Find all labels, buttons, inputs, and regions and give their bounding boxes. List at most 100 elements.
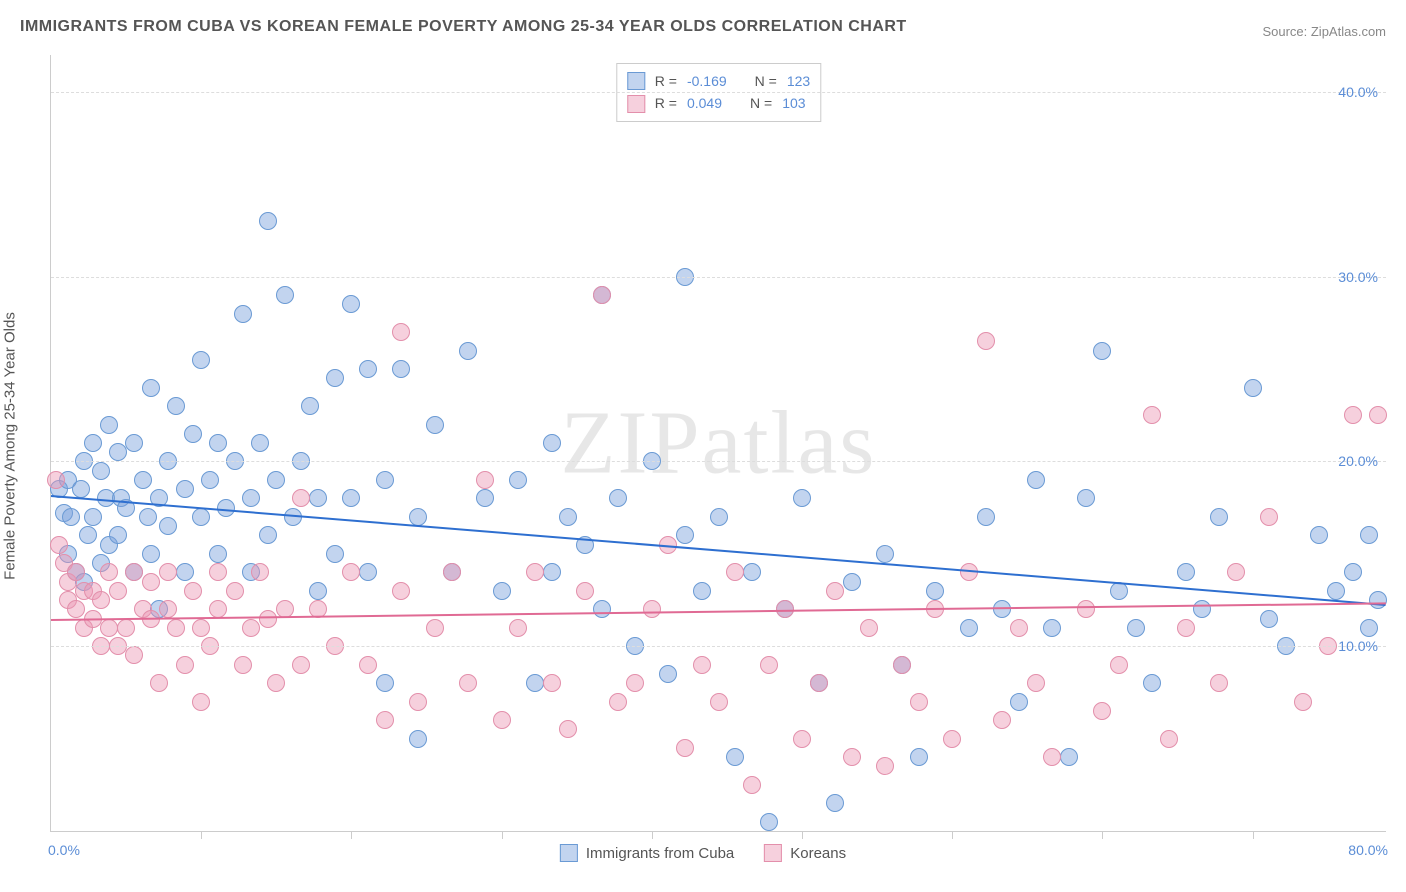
scatter-point-cuba (1010, 693, 1028, 711)
scatter-point-cuba (192, 508, 210, 526)
scatter-point-koreans (100, 563, 118, 581)
scatter-point-cuba (176, 480, 194, 498)
scatter-point-koreans (1369, 406, 1387, 424)
scatter-point-koreans (593, 286, 611, 304)
scatter-point-cuba (217, 499, 235, 517)
x-tick-mark (1102, 831, 1103, 839)
scatter-point-cuba (234, 305, 252, 323)
scatter-point-koreans (793, 730, 811, 748)
scatter-point-cuba (926, 582, 944, 600)
scatter-point-cuba (476, 489, 494, 507)
scatter-point-koreans (1227, 563, 1245, 581)
scatter-point-cuba (1360, 526, 1378, 544)
scatter-point-koreans (1294, 693, 1312, 711)
scatter-point-cuba (259, 526, 277, 544)
scatter-point-cuba (276, 286, 294, 304)
scatter-point-cuba (593, 600, 611, 618)
scatter-point-cuba (142, 545, 160, 563)
y-tick-label: 20.0% (1338, 453, 1378, 469)
scatter-point-koreans (150, 674, 168, 692)
scatter-point-cuba (242, 489, 260, 507)
scatter-point-koreans (509, 619, 527, 637)
scatter-point-cuba (693, 582, 711, 600)
scatter-point-koreans (159, 600, 177, 618)
scatter-point-cuba (876, 545, 894, 563)
scatter-point-cuba (84, 434, 102, 452)
scatter-point-cuba (1127, 619, 1145, 637)
scatter-point-cuba (793, 489, 811, 507)
x-tick-mark (1253, 831, 1254, 839)
scatter-point-cuba (125, 434, 143, 452)
scatter-point-koreans (117, 619, 135, 637)
scatter-point-koreans (543, 674, 561, 692)
scatter-point-koreans (676, 739, 694, 757)
scatter-point-koreans (47, 471, 65, 489)
scatter-point-koreans (1010, 619, 1028, 637)
x-tick-mark (802, 831, 803, 839)
gridline (51, 461, 1386, 462)
gridline (51, 92, 1386, 93)
chart-plot-area: ZIPatlas R = -0.169 N = 123 R = 0.049 N … (50, 55, 1386, 832)
scatter-point-cuba (426, 416, 444, 434)
scatter-point-koreans (1110, 656, 1128, 674)
scatter-point-cuba (376, 674, 394, 692)
scatter-point-cuba (309, 582, 327, 600)
scatter-point-cuba (493, 582, 511, 600)
scatter-point-koreans (1177, 619, 1195, 637)
scatter-point-cuba (1027, 471, 1045, 489)
scatter-point-cuba (1060, 748, 1078, 766)
scatter-point-cuba (543, 434, 561, 452)
scatter-point-koreans (476, 471, 494, 489)
scatter-point-cuba (960, 619, 978, 637)
y-axis-label: Female Poverty Among 25-34 Year Olds (2, 312, 19, 580)
scatter-point-koreans (626, 674, 644, 692)
scatter-point-cuba (710, 508, 728, 526)
scatter-point-cuba (209, 545, 227, 563)
trend-line-koreans (51, 602, 1386, 621)
scatter-point-cuba (760, 813, 778, 831)
scatter-point-koreans (943, 730, 961, 748)
scatter-point-koreans (443, 563, 461, 581)
scatter-point-koreans (192, 619, 210, 637)
scatter-point-cuba (92, 462, 110, 480)
source-label: Source: ZipAtlas.com (1262, 24, 1386, 39)
scatter-point-cuba (1193, 600, 1211, 618)
scatter-point-cuba (743, 563, 761, 581)
scatter-point-cuba (843, 573, 861, 591)
scatter-point-cuba (1244, 379, 1262, 397)
scatter-point-koreans (710, 693, 728, 711)
scatter-point-cuba (139, 508, 157, 526)
scatter-point-cuba (259, 212, 277, 230)
scatter-point-koreans (209, 563, 227, 581)
scatter-point-cuba (1327, 582, 1345, 600)
scatter-point-cuba (251, 434, 269, 452)
scatter-point-koreans (609, 693, 627, 711)
scatter-point-koreans (376, 711, 394, 729)
scatter-point-koreans (292, 656, 310, 674)
scatter-point-cuba (376, 471, 394, 489)
x-tick-right: 80.0% (1348, 842, 1388, 858)
scatter-point-cuba (609, 489, 627, 507)
scatter-point-cuba (1310, 526, 1328, 544)
scatter-plot (51, 55, 1386, 831)
scatter-point-koreans (1043, 748, 1061, 766)
scatter-point-koreans (109, 582, 127, 600)
scatter-point-koreans (526, 563, 544, 581)
scatter-point-cuba (1360, 619, 1378, 637)
scatter-point-koreans (184, 582, 202, 600)
scatter-point-koreans (1160, 730, 1178, 748)
scatter-point-cuba (342, 295, 360, 313)
chart-title: IMMIGRANTS FROM CUBA VS KOREAN FEMALE PO… (20, 18, 907, 36)
scatter-point-cuba (167, 397, 185, 415)
scatter-point-cuba (392, 360, 410, 378)
scatter-point-koreans (142, 573, 160, 591)
y-tick-label: 10.0% (1338, 638, 1378, 654)
scatter-point-cuba (409, 508, 427, 526)
scatter-point-koreans (259, 610, 277, 628)
scatter-point-koreans (100, 619, 118, 637)
scatter-point-koreans (209, 600, 227, 618)
scatter-point-cuba (543, 563, 561, 581)
scatter-point-koreans (67, 563, 85, 581)
scatter-point-cuba (826, 794, 844, 812)
scatter-point-koreans (459, 674, 477, 692)
